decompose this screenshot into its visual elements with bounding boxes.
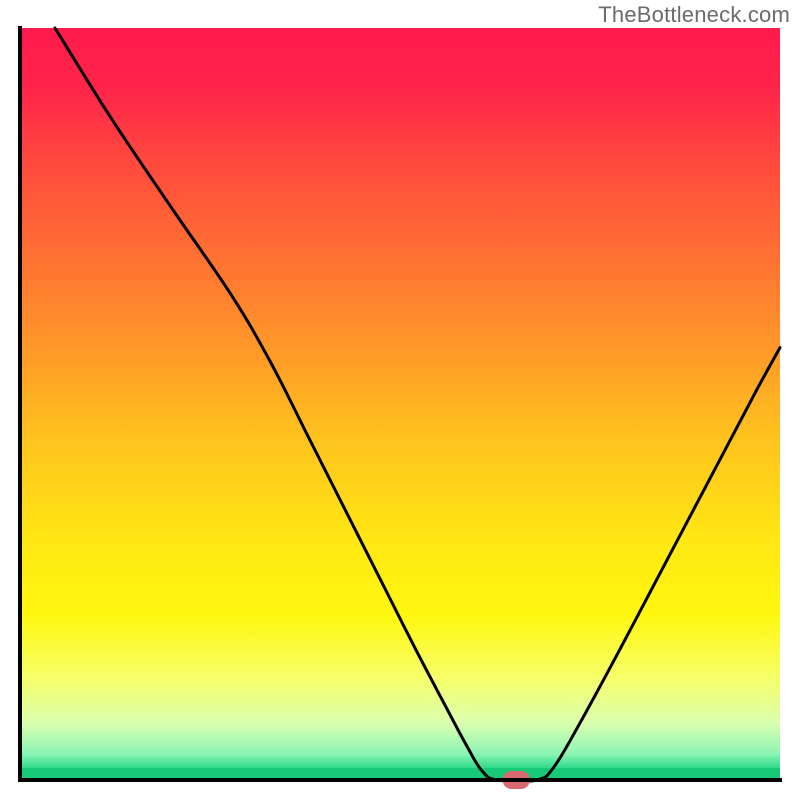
watermark-text: TheBottleneck.com bbox=[598, 2, 790, 28]
chart-container: TheBottleneck.com bbox=[0, 0, 800, 800]
bottleneck-chart bbox=[0, 0, 800, 800]
gradient-background bbox=[20, 28, 780, 780]
